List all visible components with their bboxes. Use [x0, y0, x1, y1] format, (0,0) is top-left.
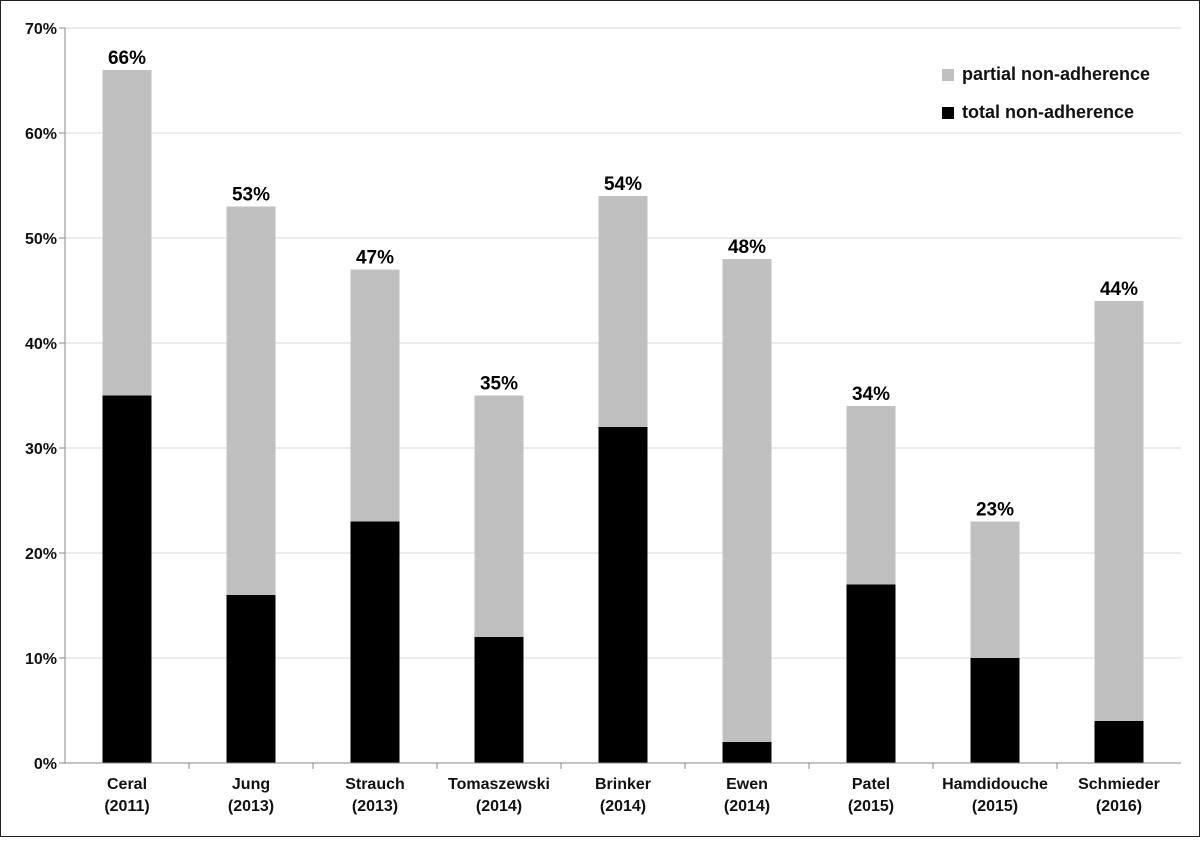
- bar-total-label: 35%: [480, 374, 518, 395]
- legend: partial non-adherence total non-adherence: [942, 64, 1150, 122]
- legend-label: partial non-adherence: [962, 64, 1150, 84]
- bar-partial-non-adherence: [1094, 301, 1144, 721]
- category-label-year: (2014): [476, 798, 522, 815]
- bar-total-non-adherence: [474, 637, 524, 763]
- y-tick-label: 10%: [25, 651, 57, 668]
- category-label-name: Ceral: [107, 776, 147, 793]
- y-tick-label: 20%: [25, 546, 57, 563]
- bar-partial-non-adherence: [970, 521, 1020, 658]
- bar-total-label: 66%: [108, 48, 146, 69]
- bar-total-non-adherence: [102, 395, 152, 763]
- category-label-name: Ewen: [726, 776, 768, 793]
- y-tick-label: 0%: [34, 756, 57, 773]
- bar-total-non-adherence: [350, 521, 400, 763]
- bar-total-non-adherence: [598, 427, 648, 763]
- legend-swatch: [942, 107, 954, 119]
- category-label-name: Strauch: [345, 776, 405, 793]
- bar-partial-non-adherence: [350, 269, 400, 522]
- category-label-year: (2015): [972, 798, 1018, 815]
- bar-partial-non-adherence: [722, 259, 772, 742]
- category-label-year: (2013): [228, 798, 274, 815]
- bar-total-non-adherence: [1094, 721, 1144, 763]
- bar-total-label: 53%: [232, 185, 270, 206]
- bar-total-non-adherence: [722, 742, 772, 763]
- bar-total-non-adherence: [970, 658, 1020, 763]
- bar-total-label: 23%: [976, 500, 1014, 521]
- y-tick-label: 70%: [25, 21, 57, 38]
- category-label-year: (2015): [848, 798, 894, 815]
- category-label-name: Patel: [852, 776, 890, 793]
- category-label-name: Hamdidouche: [942, 776, 1048, 793]
- bar-partial-non-adherence: [474, 395, 524, 637]
- bar-partial-non-adherence: [226, 206, 276, 595]
- y-tick-label: 30%: [25, 441, 57, 458]
- legend-swatch: [942, 69, 954, 81]
- category-label-year: (2011): [104, 798, 149, 815]
- category-label-name: Tomaszewski: [448, 776, 550, 793]
- bar-partial-non-adherence: [598, 196, 648, 427]
- category-label-year: (2013): [352, 798, 398, 815]
- bar-partial-non-adherence: [846, 406, 896, 585]
- bar-total-non-adherence: [846, 584, 896, 763]
- category-label-name: Schmieder: [1078, 776, 1160, 793]
- y-tick-label: 40%: [25, 336, 57, 353]
- category-label-name: Brinker: [595, 776, 651, 793]
- axes: 0% 10% 20% 30% 40% 50% 60% 70%: [25, 21, 1181, 773]
- category-label-year: (2014): [724, 798, 770, 815]
- bar-total-label: 44%: [1100, 279, 1138, 300]
- category-label-name: Jung: [232, 776, 270, 793]
- bar-total-label: 54%: [604, 174, 642, 195]
- legend-label: total non-adherence: [962, 102, 1134, 122]
- category-label-year: (2016): [1096, 798, 1142, 815]
- y-tick-label: 60%: [25, 126, 57, 143]
- bars: [102, 70, 1144, 763]
- labels: 66% Ceral (2011) 53% Jung (2013) 47% Strauch (20…: [104, 48, 1160, 815]
- y-tick-label: 50%: [25, 231, 57, 248]
- category-label-year: (2014): [600, 798, 646, 815]
- bar-total-label: 47%: [356, 248, 394, 269]
- bar-total-non-adherence: [226, 595, 276, 763]
- bar-total-label: 34%: [852, 384, 890, 405]
- bar-partial-non-adherence: [102, 70, 152, 396]
- bar-total-label: 48%: [728, 237, 766, 258]
